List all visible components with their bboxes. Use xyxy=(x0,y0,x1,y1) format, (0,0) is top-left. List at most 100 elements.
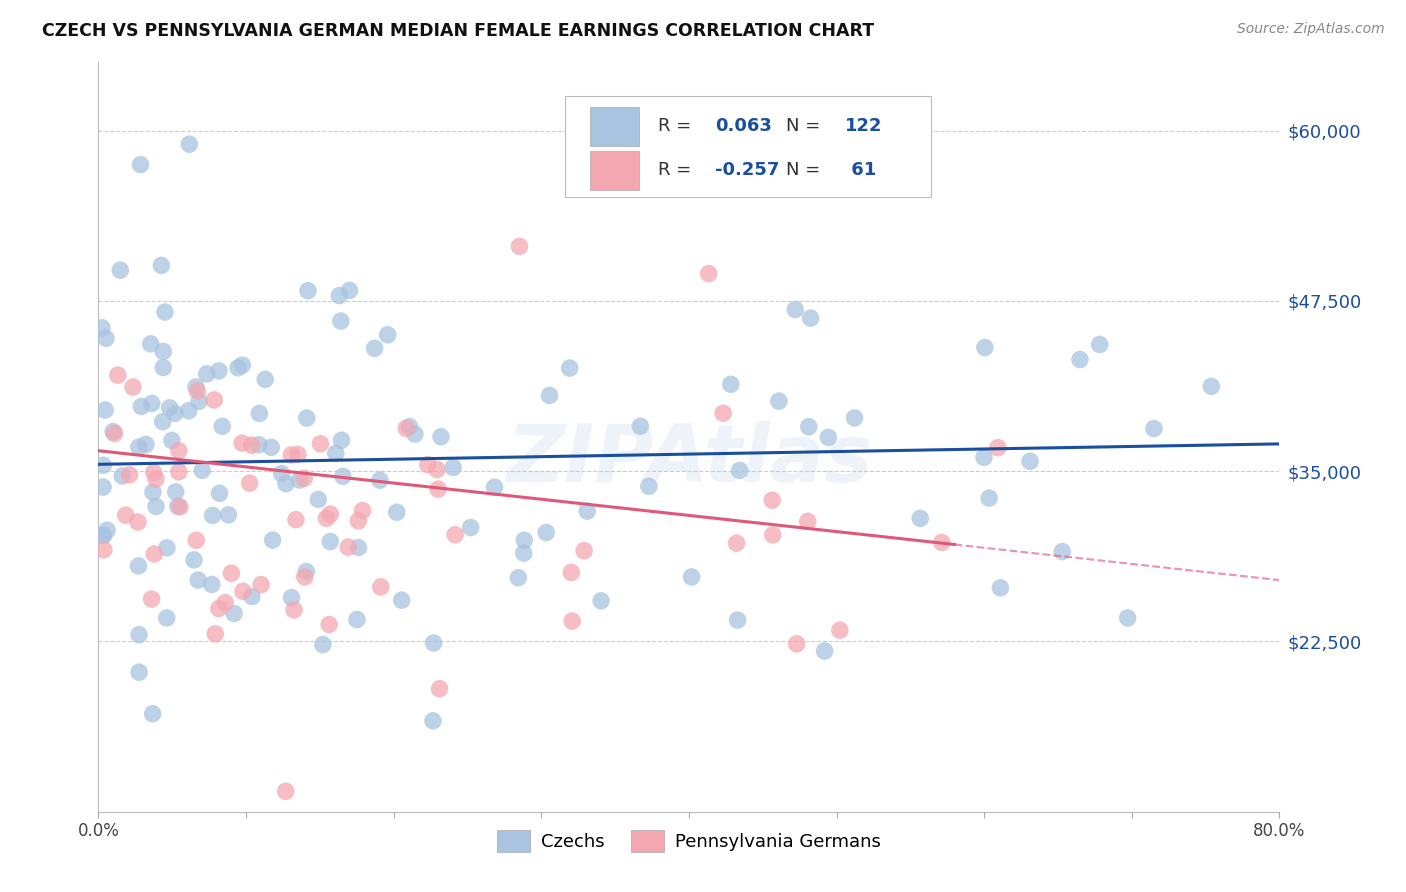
Czechs xyxy=(274,476,297,491)
Pennsylvania Germans xyxy=(762,528,785,542)
Czechs xyxy=(183,553,205,567)
Czechs xyxy=(217,508,239,522)
Czechs xyxy=(165,484,187,499)
Text: 122: 122 xyxy=(845,117,883,135)
Czechs xyxy=(159,401,181,415)
Czechs xyxy=(177,403,200,417)
Czechs xyxy=(325,446,347,460)
Czechs xyxy=(262,533,284,547)
Czechs xyxy=(363,342,385,356)
Pennsylvania Germans xyxy=(697,267,720,281)
Czechs xyxy=(512,546,534,560)
Pennsylvania Germans xyxy=(292,471,315,485)
Legend: Czechs, Pennsylvania Germans: Czechs, Pennsylvania Germans xyxy=(491,822,887,859)
Czechs xyxy=(94,331,117,345)
Pennsylvania Germans xyxy=(416,458,439,472)
Text: ZIPAtlas: ZIPAtlas xyxy=(506,420,872,499)
Czechs xyxy=(813,644,835,658)
Czechs xyxy=(973,450,995,465)
Czechs xyxy=(91,528,114,542)
Czechs xyxy=(247,406,270,420)
Czechs xyxy=(110,263,132,277)
Pennsylvania Germans xyxy=(711,406,734,420)
Czechs xyxy=(422,714,444,728)
Czechs xyxy=(91,320,114,334)
Czechs xyxy=(329,314,352,328)
Pennsylvania Germans xyxy=(240,438,263,452)
Text: R =: R = xyxy=(658,161,697,179)
Pennsylvania Germans xyxy=(284,513,307,527)
Czechs xyxy=(247,438,270,452)
Czechs xyxy=(990,581,1012,595)
Czechs xyxy=(681,570,703,584)
Czechs xyxy=(142,485,165,500)
Pennsylvania Germans xyxy=(797,514,820,528)
Czechs xyxy=(558,361,581,376)
Text: R =: R = xyxy=(658,117,697,135)
Czechs xyxy=(339,284,361,298)
Pennsylvania Germans xyxy=(93,542,115,557)
Czechs xyxy=(332,469,354,483)
Czechs xyxy=(346,613,368,627)
Pennsylvania Germans xyxy=(107,368,129,383)
Czechs xyxy=(191,463,214,477)
Pennsylvania Germans xyxy=(202,392,225,407)
Czechs xyxy=(1050,544,1073,558)
Czechs xyxy=(280,591,302,605)
Czechs xyxy=(977,491,1000,505)
Czechs xyxy=(422,636,444,650)
Text: CZECH VS PENNSYLVANIA GERMAN MEDIAN FEMALE EARNINGS CORRELATION CHART: CZECH VS PENNSYLVANIA GERMAN MEDIAN FEMA… xyxy=(42,22,875,40)
Czechs xyxy=(260,440,283,454)
Pennsylvania Germans xyxy=(508,239,530,253)
Czechs xyxy=(508,571,530,585)
Czechs xyxy=(211,419,233,434)
Czechs xyxy=(295,411,318,425)
Pennsylvania Germans xyxy=(294,570,316,584)
Pennsylvania Germans xyxy=(231,436,253,450)
Czechs xyxy=(91,458,114,473)
Czechs xyxy=(908,511,931,525)
Pennsylvania Germans xyxy=(208,601,231,615)
Czechs xyxy=(576,504,599,518)
Czechs xyxy=(163,406,186,420)
FancyBboxPatch shape xyxy=(565,96,931,197)
Czechs xyxy=(312,638,335,652)
Pennsylvania Germans xyxy=(347,514,370,528)
Czechs xyxy=(254,372,277,386)
Pennsylvania Germans xyxy=(315,511,337,525)
Czechs xyxy=(638,479,661,493)
Text: N =: N = xyxy=(786,117,825,135)
Pennsylvania Germans xyxy=(352,503,374,517)
Czechs xyxy=(270,467,292,481)
Czechs xyxy=(94,403,117,417)
Pennsylvania Germans xyxy=(204,627,226,641)
Czechs xyxy=(441,460,464,475)
Czechs xyxy=(720,377,742,392)
Czechs xyxy=(728,463,751,477)
Czechs xyxy=(328,288,350,302)
Czechs xyxy=(297,284,319,298)
Pennsylvania Germans xyxy=(186,384,208,398)
Czechs xyxy=(385,505,408,519)
Czechs xyxy=(538,388,561,402)
Czechs xyxy=(1201,379,1223,393)
Czechs xyxy=(240,590,263,604)
Czechs xyxy=(156,541,179,555)
Czechs xyxy=(817,430,839,444)
Czechs xyxy=(1088,337,1111,351)
Pennsylvania Germans xyxy=(143,547,166,561)
Czechs xyxy=(156,611,179,625)
Pennsylvania Germans xyxy=(221,566,243,581)
Pennsylvania Germans xyxy=(828,624,851,638)
Czechs xyxy=(797,419,820,434)
Czechs xyxy=(628,419,651,434)
Czechs xyxy=(768,394,790,409)
Czechs xyxy=(188,394,211,409)
Pennsylvania Germans xyxy=(169,500,191,514)
Czechs xyxy=(152,344,174,359)
Czechs xyxy=(142,706,165,721)
Czechs xyxy=(129,400,152,414)
Czechs xyxy=(231,358,253,372)
Czechs xyxy=(150,258,173,272)
Czechs xyxy=(127,558,149,573)
